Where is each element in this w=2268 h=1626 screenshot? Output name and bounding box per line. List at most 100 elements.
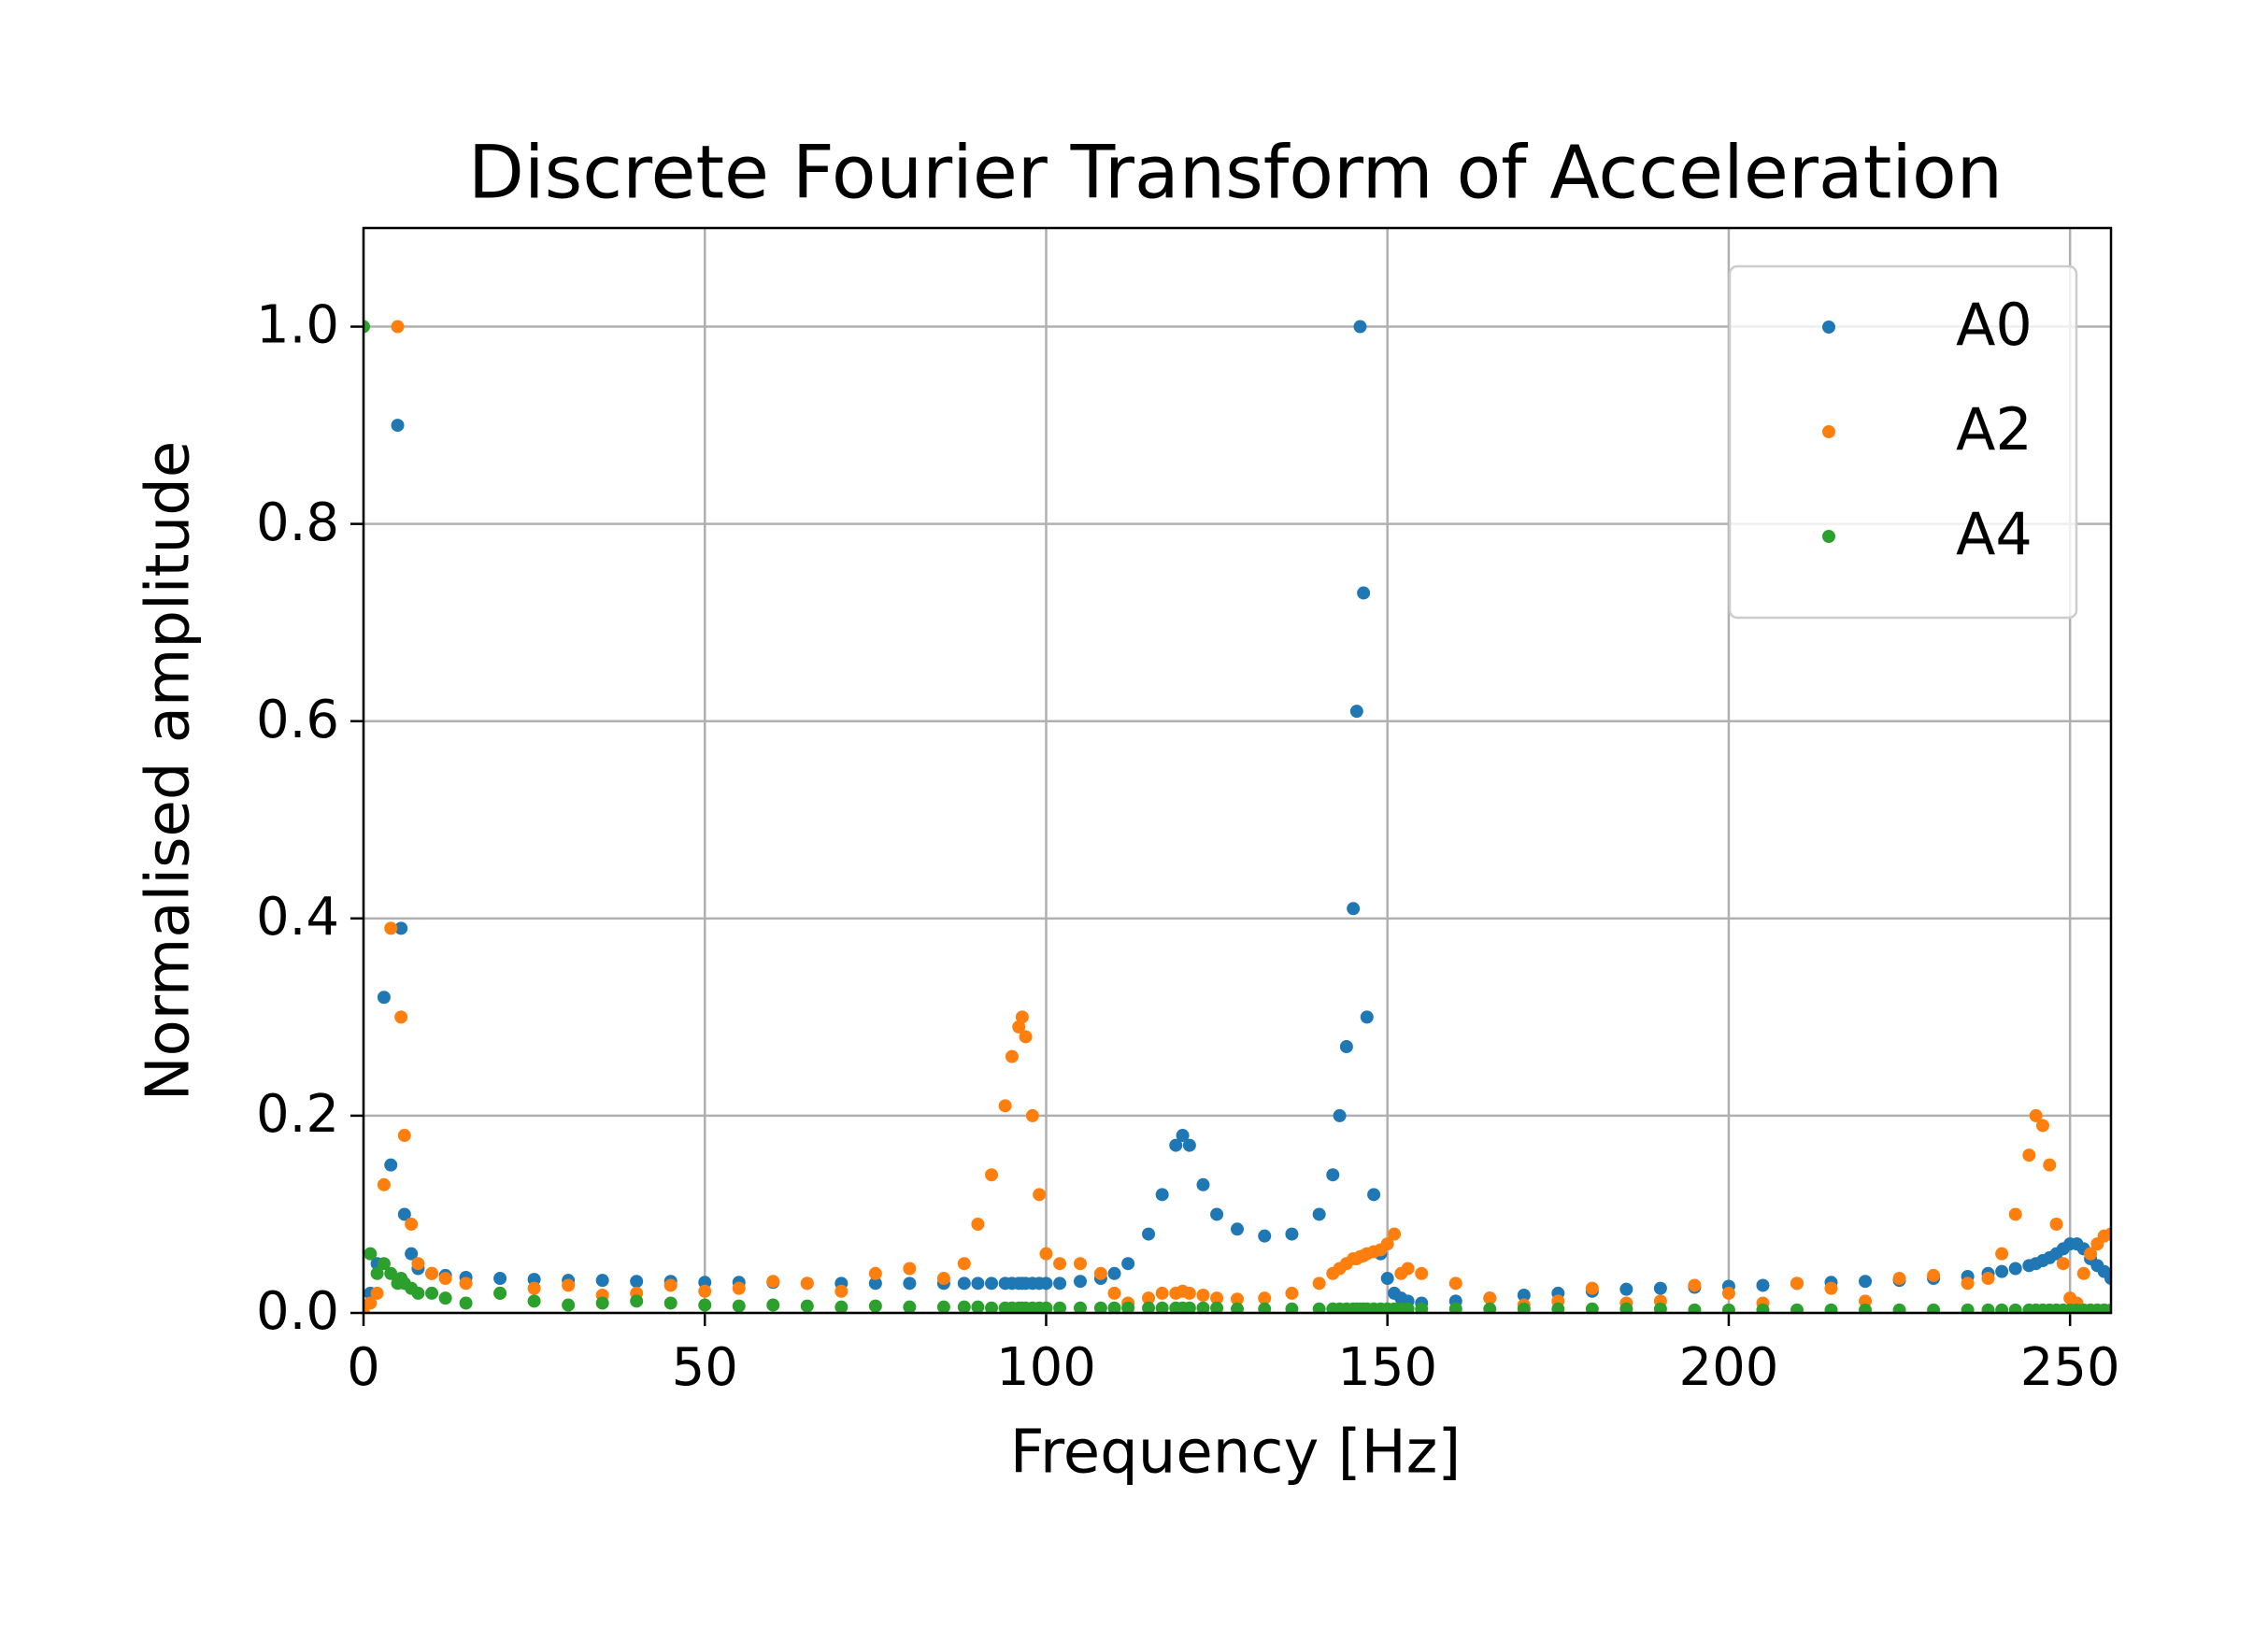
point (1107, 1286, 1121, 1300)
chart-title: Discrete Fourier Transform of Accelerati… (468, 131, 2003, 215)
point (1093, 1301, 1107, 1313)
point (903, 1300, 917, 1313)
point (2076, 1266, 2090, 1280)
plot-area (364, 320, 2111, 1313)
point (1401, 1302, 1415, 1313)
point (663, 1278, 678, 1292)
point (1721, 1286, 1735, 1300)
point (394, 921, 408, 935)
point (1015, 1010, 1029, 1024)
point (364, 1296, 378, 1310)
point (732, 1299, 746, 1313)
point (391, 320, 405, 334)
point (377, 1177, 391, 1191)
point (1019, 1030, 1033, 1044)
point (998, 1099, 1012, 1113)
point (527, 1281, 541, 1295)
point (698, 1298, 712, 1312)
point (1326, 1168, 1340, 1182)
legend-marker (1822, 425, 1835, 438)
point (1824, 1303, 1838, 1313)
point (1005, 1049, 1019, 1063)
point (2049, 1218, 2063, 1232)
point (411, 1257, 425, 1271)
point (834, 1284, 849, 1298)
point (438, 1272, 452, 1286)
point (1448, 1277, 1462, 1291)
point (1196, 1177, 1210, 1191)
point (493, 1286, 507, 1300)
y-tick-label: 0.6 (256, 690, 339, 750)
point (1995, 1303, 2009, 1313)
point (985, 1168, 999, 1182)
point (1012, 1020, 1026, 1034)
point (957, 1300, 971, 1313)
x-tick-label: 200 (1678, 1337, 1778, 1398)
point (1961, 1277, 1975, 1291)
point (1380, 1237, 1394, 1251)
point (936, 1300, 950, 1313)
point (957, 1277, 971, 1291)
point (384, 1158, 398, 1172)
point (562, 1298, 576, 1312)
y-tick-label: 0.2 (256, 1084, 339, 1145)
x-tick-label: 250 (2020, 1337, 2120, 1398)
point (527, 1294, 541, 1308)
point (2084, 1247, 2098, 1261)
y-tick-label: 0.4 (256, 887, 339, 948)
point (1073, 1275, 1087, 1289)
point (1155, 1301, 1169, 1313)
y-tick-label: 0.8 (256, 492, 339, 553)
y-axis-label: Normalised amplitude (135, 441, 204, 1101)
point (397, 1129, 411, 1143)
point (1039, 1247, 1053, 1261)
point (903, 1262, 917, 1276)
point (377, 991, 391, 1005)
point (1415, 1302, 1429, 1313)
point (1927, 1303, 1941, 1313)
point (1155, 1188, 1169, 1202)
point (2022, 1148, 2036, 1162)
point (562, 1278, 576, 1292)
point (1892, 1272, 1906, 1286)
point (1347, 902, 1361, 916)
point (364, 1306, 370, 1313)
point (1995, 1264, 2009, 1278)
point (2008, 1207, 2022, 1221)
point (2043, 1158, 2057, 1172)
point (1093, 1266, 1107, 1280)
point (1333, 1108, 1347, 1122)
point (1039, 1301, 1053, 1313)
point (370, 1286, 384, 1300)
x-tick-label: 150 (1337, 1337, 1437, 1398)
point (1053, 1257, 1067, 1271)
point (1196, 1289, 1210, 1303)
point (1312, 1207, 1326, 1221)
point (1756, 1303, 1770, 1313)
point (1790, 1277, 1804, 1291)
point (630, 1275, 644, 1289)
point (1551, 1302, 1565, 1313)
point (1380, 1272, 1394, 1286)
point (1025, 1108, 1039, 1122)
point (800, 1277, 814, 1291)
point (595, 1296, 609, 1310)
point (1258, 1291, 1272, 1305)
point (2056, 1257, 2070, 1271)
point (391, 419, 405, 433)
point (1107, 1266, 1121, 1280)
point (1517, 1302, 1531, 1313)
point (1585, 1302, 1599, 1313)
point (1859, 1303, 1873, 1313)
point (1619, 1282, 1633, 1296)
point (1073, 1301, 1087, 1313)
legend-marker (1822, 321, 1835, 334)
point (1142, 1227, 1156, 1241)
point (377, 1257, 391, 1271)
point (1258, 1229, 1272, 1243)
legend-box (1728, 264, 2078, 620)
point (971, 1300, 985, 1313)
